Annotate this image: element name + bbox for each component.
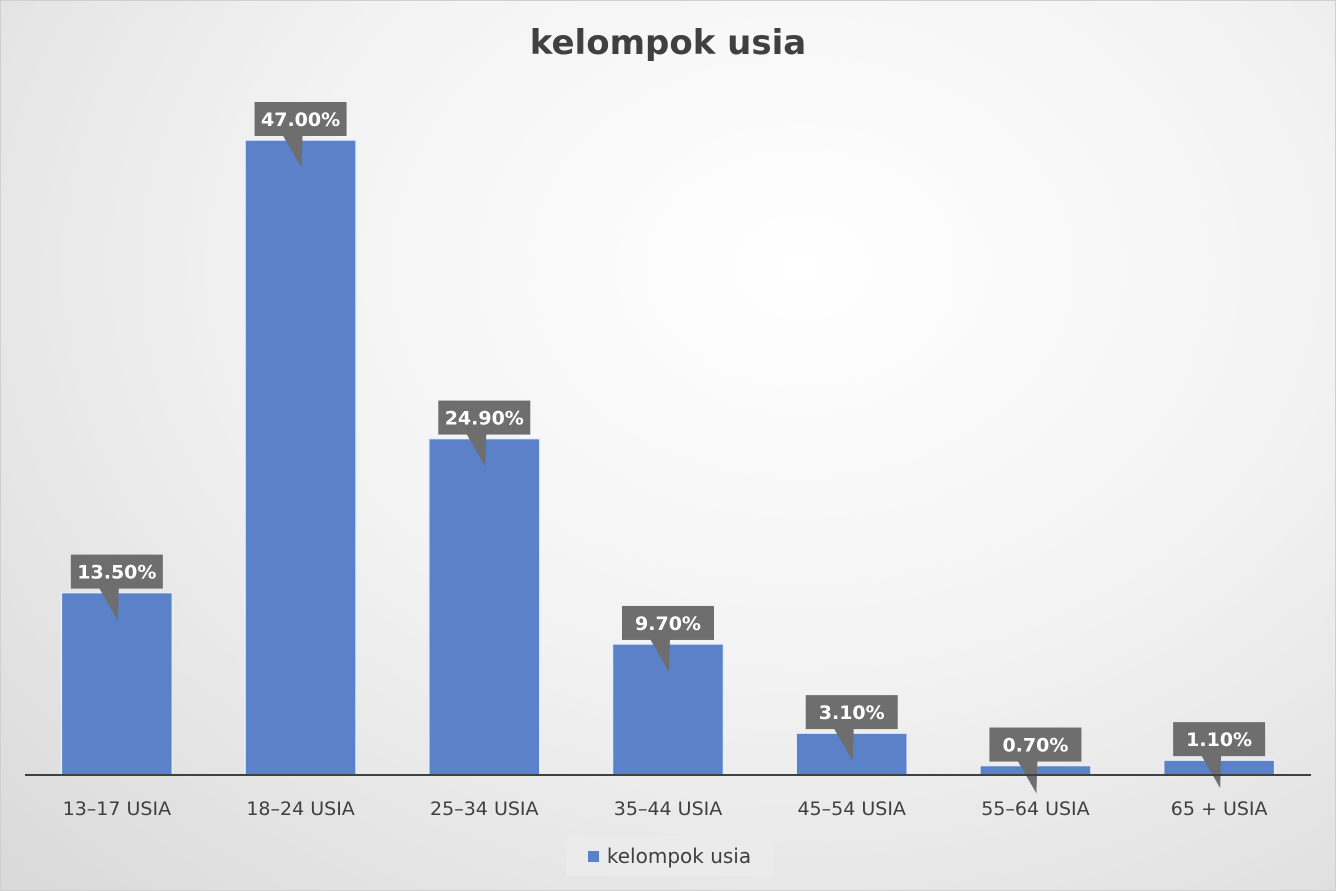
bar <box>428 437 541 776</box>
legend-label: kelompok usia <box>606 844 752 868</box>
legend: kelompok usia <box>566 836 773 876</box>
data-label-box <box>70 554 163 589</box>
data-label-box <box>254 102 347 136</box>
legend-swatch <box>587 850 599 862</box>
data-label-box <box>1173 722 1266 757</box>
x-tick-label: 18–24 USIA <box>246 798 354 820</box>
data-label: 13.50% <box>77 562 156 584</box>
data-label-pointer <box>833 728 854 762</box>
x-tick-label: 25–34 USIA <box>430 798 538 820</box>
data-label-pointer <box>98 587 119 621</box>
bar <box>60 591 174 776</box>
data-label-pointer <box>466 433 487 467</box>
data-label-box <box>622 605 714 640</box>
data-label-pointer <box>282 135 303 168</box>
data-label-pointer <box>1201 755 1222 789</box>
data-label: 47.00% <box>261 109 340 131</box>
data-label: 0.70% <box>1002 735 1068 757</box>
x-tick-label: 55–64 USIA <box>981 798 1089 820</box>
data-label: 24.90% <box>445 408 524 430</box>
data-label-pointer <box>1017 760 1038 794</box>
data-label: 3.10% <box>819 702 885 724</box>
data-label-box <box>438 400 531 435</box>
data-label-box <box>805 695 898 730</box>
data-label: 9.70% <box>635 613 701 635</box>
x-tick-label: 35–44 USIA <box>614 798 722 820</box>
data-label-pointer <box>650 638 670 672</box>
bar <box>244 139 357 776</box>
x-tick-label: 13–17 USIA <box>63 798 171 820</box>
x-tick-label: 65 + USIA <box>1171 798 1268 820</box>
data-label: 1.10% <box>1186 729 1252 751</box>
chart-title: kelompok usia <box>529 23 807 63</box>
data-label-box <box>989 727 1082 762</box>
x-tick-label: 45–54 USIA <box>797 798 905 820</box>
